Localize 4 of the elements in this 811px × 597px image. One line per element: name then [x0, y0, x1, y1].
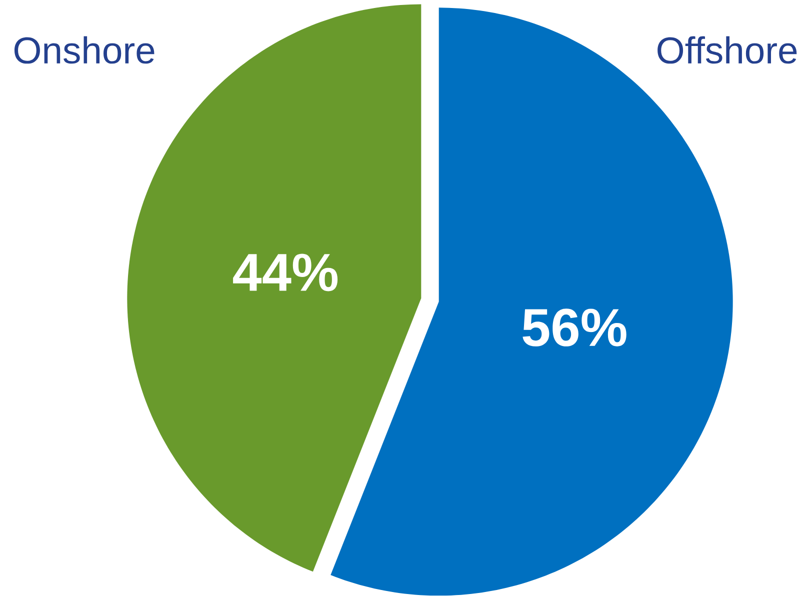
data-label: 44% — [233, 254, 338, 292]
slice-label: Onshore — [14, 36, 154, 64]
data-label: 56% — [522, 308, 626, 346]
slice-label: Offshore — [658, 36, 797, 64]
